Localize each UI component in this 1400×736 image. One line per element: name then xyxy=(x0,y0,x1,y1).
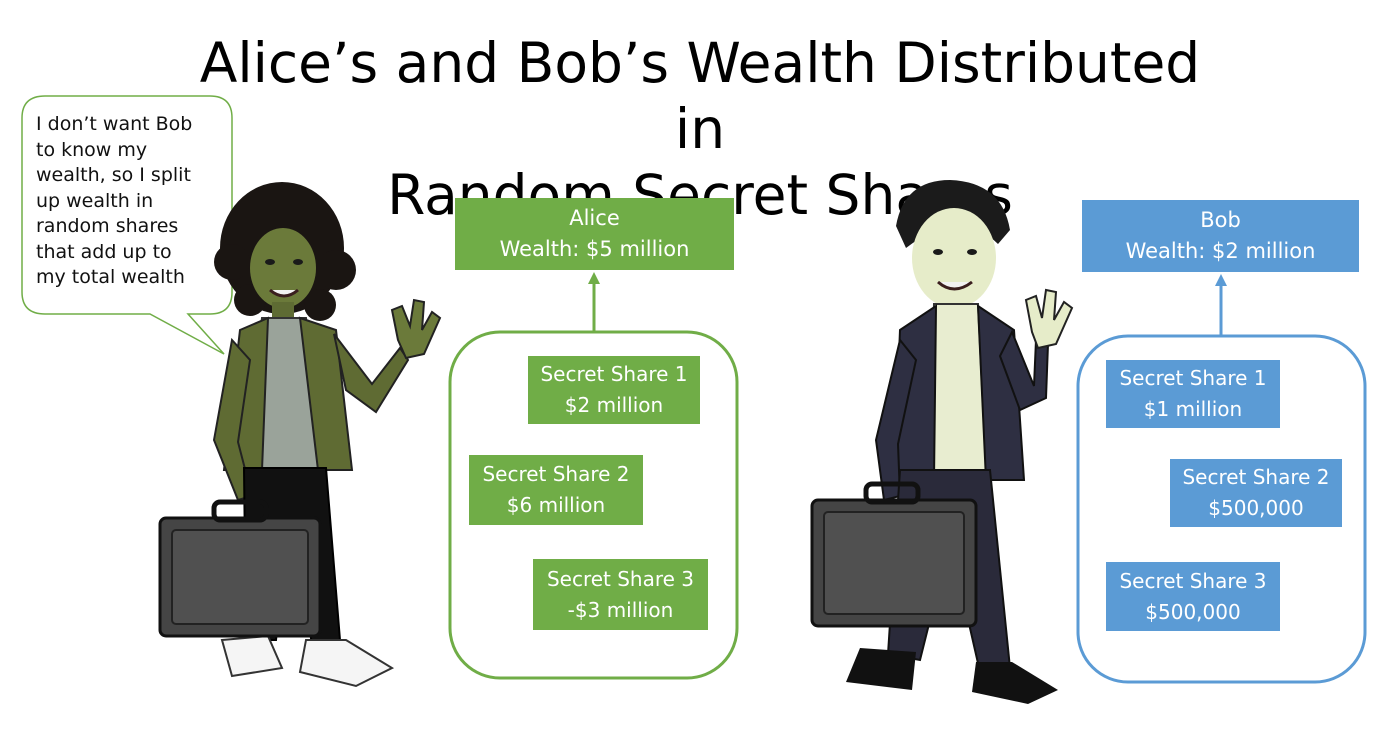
share-value: $1 million xyxy=(1143,397,1243,421)
bob-secret-share-1: Secret Share 1 $1 million xyxy=(1106,360,1280,428)
share-label: Secret Share 3 xyxy=(1119,568,1267,593)
bob-arrowhead xyxy=(1215,274,1227,286)
share-value: $6 million xyxy=(506,493,606,517)
share-value: $500,000 xyxy=(1208,496,1304,520)
bubble-line: wealth, so I split xyxy=(36,164,191,186)
bob-wealth-box: Bob Wealth: $2 million xyxy=(1082,200,1359,272)
share-label: Secret Share 2 xyxy=(482,462,630,486)
share-label: Secret Share 1 xyxy=(540,362,688,386)
share-value: $2 million xyxy=(564,393,664,417)
share-label: Secret Share 2 xyxy=(1182,465,1330,489)
alice-secret-share-3: Secret Share 3 -$3 million xyxy=(533,559,708,630)
bob-secret-share-2: Secret Share 2 $500,000 xyxy=(1170,459,1342,527)
alice-arrowhead xyxy=(588,272,600,284)
alice-secret-share-2: Secret Share 2 $6 million xyxy=(469,455,643,525)
alice-secret-share-1: Secret Share 1 $2 million xyxy=(528,356,700,424)
title-line-1: Alice’s and Bob’s Wealth Distributed in xyxy=(199,31,1201,161)
bubble-line: my total wealth xyxy=(36,266,185,288)
bubble-line: to know my xyxy=(36,138,148,161)
share-label: Secret Share 3 xyxy=(546,566,695,591)
alice-wealth-box: Alice Wealth: $5 million xyxy=(455,198,734,270)
alice-name: Alice xyxy=(569,206,620,230)
bubble-line: random shares xyxy=(36,215,179,237)
bob-secret-share-3: Secret Share 3 $500,000 xyxy=(1106,562,1280,631)
bob-name: Bob xyxy=(1200,208,1241,232)
bubble-line: I don’t want Bob xyxy=(36,113,193,135)
share-value: $500,000 xyxy=(1145,599,1241,624)
share-value: -$3 million xyxy=(567,597,674,622)
bob-wealth: Wealth: $2 million xyxy=(1125,239,1316,263)
alice-wealth: Wealth: $5 million xyxy=(499,237,690,261)
speech-bubble-text: I don’t want Bob to know my wealth, so I… xyxy=(36,112,226,291)
bubble-line: that add up to xyxy=(36,240,172,263)
bubble-line: up wealth in xyxy=(36,189,154,212)
share-label: Secret Share 1 xyxy=(1119,366,1267,390)
